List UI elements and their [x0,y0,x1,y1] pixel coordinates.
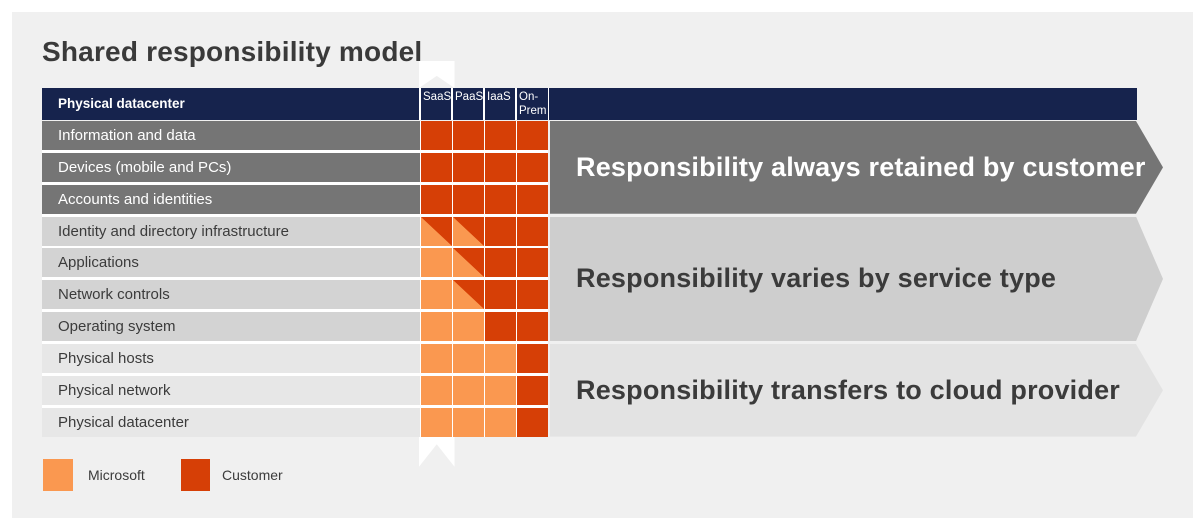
legend-swatch-customer [181,459,210,491]
column-separator [515,88,517,120]
cell-iaas [485,121,516,150]
table-row: Physical network [42,375,548,405]
cell-iaas [485,407,516,437]
cell-paas [453,152,484,182]
row-label: Identity and directory infrastructure [42,216,420,246]
cell-onprem [517,184,548,214]
cell-saas [421,152,452,182]
cell-saas [421,184,452,214]
legend-label-microsoft: Microsoft [88,467,145,483]
cell-iaas [485,343,516,373]
cell-iaas [485,152,516,182]
cell-saas [421,280,452,310]
row-label: Operating system [42,312,420,342]
table-row: Accounts and identities [42,184,548,214]
banner-label: Responsibility transfers to cloud provid… [576,374,1120,405]
table-header: Physical datacenter SaaS PaaS IaaS On-Pr… [42,88,1137,120]
banner-varies-by-service-type: Responsibility varies by service type [550,217,1163,342]
column-header-iaas: IaaS [487,91,511,103]
column-separator [419,88,421,120]
column-header-onprem: On-Prem [519,91,547,117]
row-label: Physical hosts [42,343,420,373]
cell-saas [421,375,452,405]
row-label: Information and data [42,121,420,150]
table-row: Physical datacenter [42,407,548,437]
table-row: Devices (mobile and PCs) [42,152,548,182]
table-row: Applications [42,248,548,278]
cell-saas [421,343,452,373]
cell-onprem [517,280,548,310]
cell-paas [453,407,484,437]
cell-iaas [485,216,516,246]
cell-paas [453,375,484,405]
cell-iaas [485,248,516,278]
row-label: Physical network [42,375,420,405]
page-title: Shared responsibility model [42,36,423,67]
banner-transfers-to-cloud-provider: Responsibility transfers to cloud provid… [550,344,1163,437]
cell-onprem [517,152,548,182]
cell-paas [453,121,484,150]
cell-paas [453,343,484,373]
row-label: Applications [42,248,420,278]
row-label: Devices (mobile and PCs) [42,152,420,182]
responsibility-table: Information and data Devices (mobile and… [42,121,548,437]
cell-iaas [485,184,516,214]
cell-iaas [485,375,516,405]
cell-saas [421,407,452,437]
column-separator [451,88,453,120]
cell-saas [421,216,452,246]
cell-onprem [517,121,548,150]
column-header-paas: PaaS [455,91,484,103]
table-row: Network controls [42,280,548,310]
cell-onprem [517,216,548,246]
banner-retained-by-customer: Responsibility always retained by custom… [550,121,1163,214]
row-label: Network controls [42,280,420,310]
row-label: Physical datacenter [42,407,420,437]
cell-onprem [517,312,548,342]
banner-label: Responsibility varies by service type [576,263,1057,294]
cell-onprem [517,407,548,437]
legend-label-customer: Customer [222,467,283,483]
column-separator [483,88,485,120]
cell-saas [421,121,452,150]
cell-saas [421,248,452,278]
cell-paas [453,216,484,246]
cell-onprem [517,248,548,278]
cell-saas [421,312,452,342]
cell-onprem [517,343,548,373]
banner-label: Responsibility always retained by custom… [576,151,1146,182]
cell-paas [453,248,484,278]
legend-swatch-microsoft [43,459,73,491]
table-row: Operating system [42,312,548,342]
cell-iaas [485,312,516,342]
cell-iaas [485,280,516,310]
column-separator [547,88,550,120]
cell-paas [453,184,484,214]
cell-paas [453,280,484,310]
row-label: Accounts and identities [42,184,420,214]
table-row: Information and data [42,121,548,150]
column-header-saas: SaaS [423,91,452,103]
table-row: Physical hosts [42,343,548,373]
cell-onprem [517,375,548,405]
table-header-label: Physical datacenter [58,96,185,111]
cell-paas [453,312,484,342]
table-row: Identity and directory infrastructure [42,216,548,246]
